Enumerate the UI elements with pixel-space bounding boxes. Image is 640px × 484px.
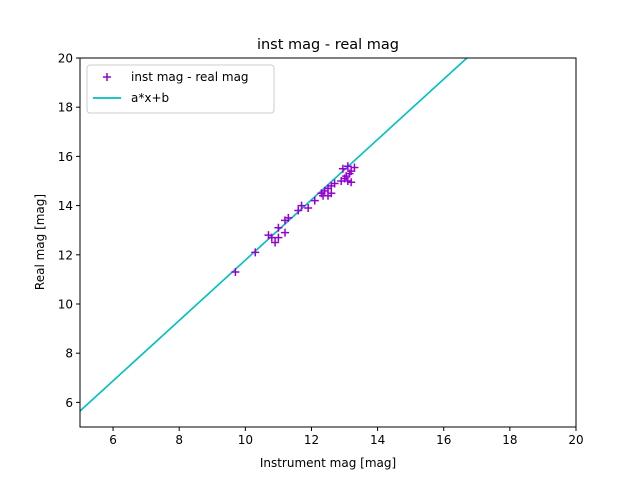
y-tick-label: 10	[58, 298, 73, 312]
scatter-point	[231, 268, 240, 277]
x-tick-label: 6	[109, 433, 117, 447]
legend: inst mag - real mag a*x+b	[86, 64, 275, 114]
x-tick-label: 20	[568, 433, 583, 447]
legend-label-fit: a*x+b	[131, 91, 169, 105]
x-tick-label: 14	[370, 433, 385, 447]
legend-plus-marker	[103, 73, 111, 81]
y-tick-label: 8	[65, 347, 73, 361]
scatter-point	[274, 233, 283, 242]
legend-box	[86, 64, 275, 114]
chart-title: inst mag - real mag	[257, 37, 399, 53]
y-tick-label: 18	[58, 101, 73, 115]
scatter-point	[327, 189, 336, 198]
x-tick-label: 10	[238, 433, 253, 447]
scatter-point	[281, 228, 290, 237]
scatter-point	[251, 248, 260, 257]
y-tick-label: 12	[58, 248, 73, 262]
legend-scatter-marker	[103, 73, 111, 81]
legend-label-scatter: inst mag - real mag	[131, 70, 249, 84]
scatter-point	[271, 238, 280, 247]
x-tick-label: 16	[436, 433, 451, 447]
y-tick-label: 14	[58, 199, 73, 213]
y-tick-label: 6	[65, 396, 73, 410]
x-tick-label: 12	[304, 433, 319, 447]
scatter-point	[284, 213, 293, 222]
scatter-point	[297, 201, 306, 210]
y-tick-label: 16	[58, 150, 73, 164]
fit-line	[80, 58, 468, 412]
scatter-point	[343, 162, 352, 171]
x-tick-label: 8	[175, 433, 183, 447]
x-tick-label: 18	[502, 433, 517, 447]
scatter-point	[330, 179, 339, 188]
scatter-point	[310, 196, 319, 205]
scatter-point	[294, 206, 303, 215]
plot-area	[80, 58, 468, 412]
x-axis: 6 8 10 12 14 16 18 20	[109, 427, 584, 447]
y-axis-label: Real mag [mag]	[33, 194, 47, 290]
y-tick-label: 20	[58, 52, 73, 66]
scatter-point	[350, 163, 359, 172]
plot-frame	[79, 57, 577, 428]
y-axis: 6 8 10 12 14 16 18 20	[58, 52, 80, 410]
scatter-point	[274, 223, 283, 232]
scatter-point	[347, 178, 356, 187]
scatter-point	[338, 164, 347, 173]
x-axis-label: Instrument mag [mag]	[260, 456, 396, 470]
scatter-point	[304, 204, 313, 213]
